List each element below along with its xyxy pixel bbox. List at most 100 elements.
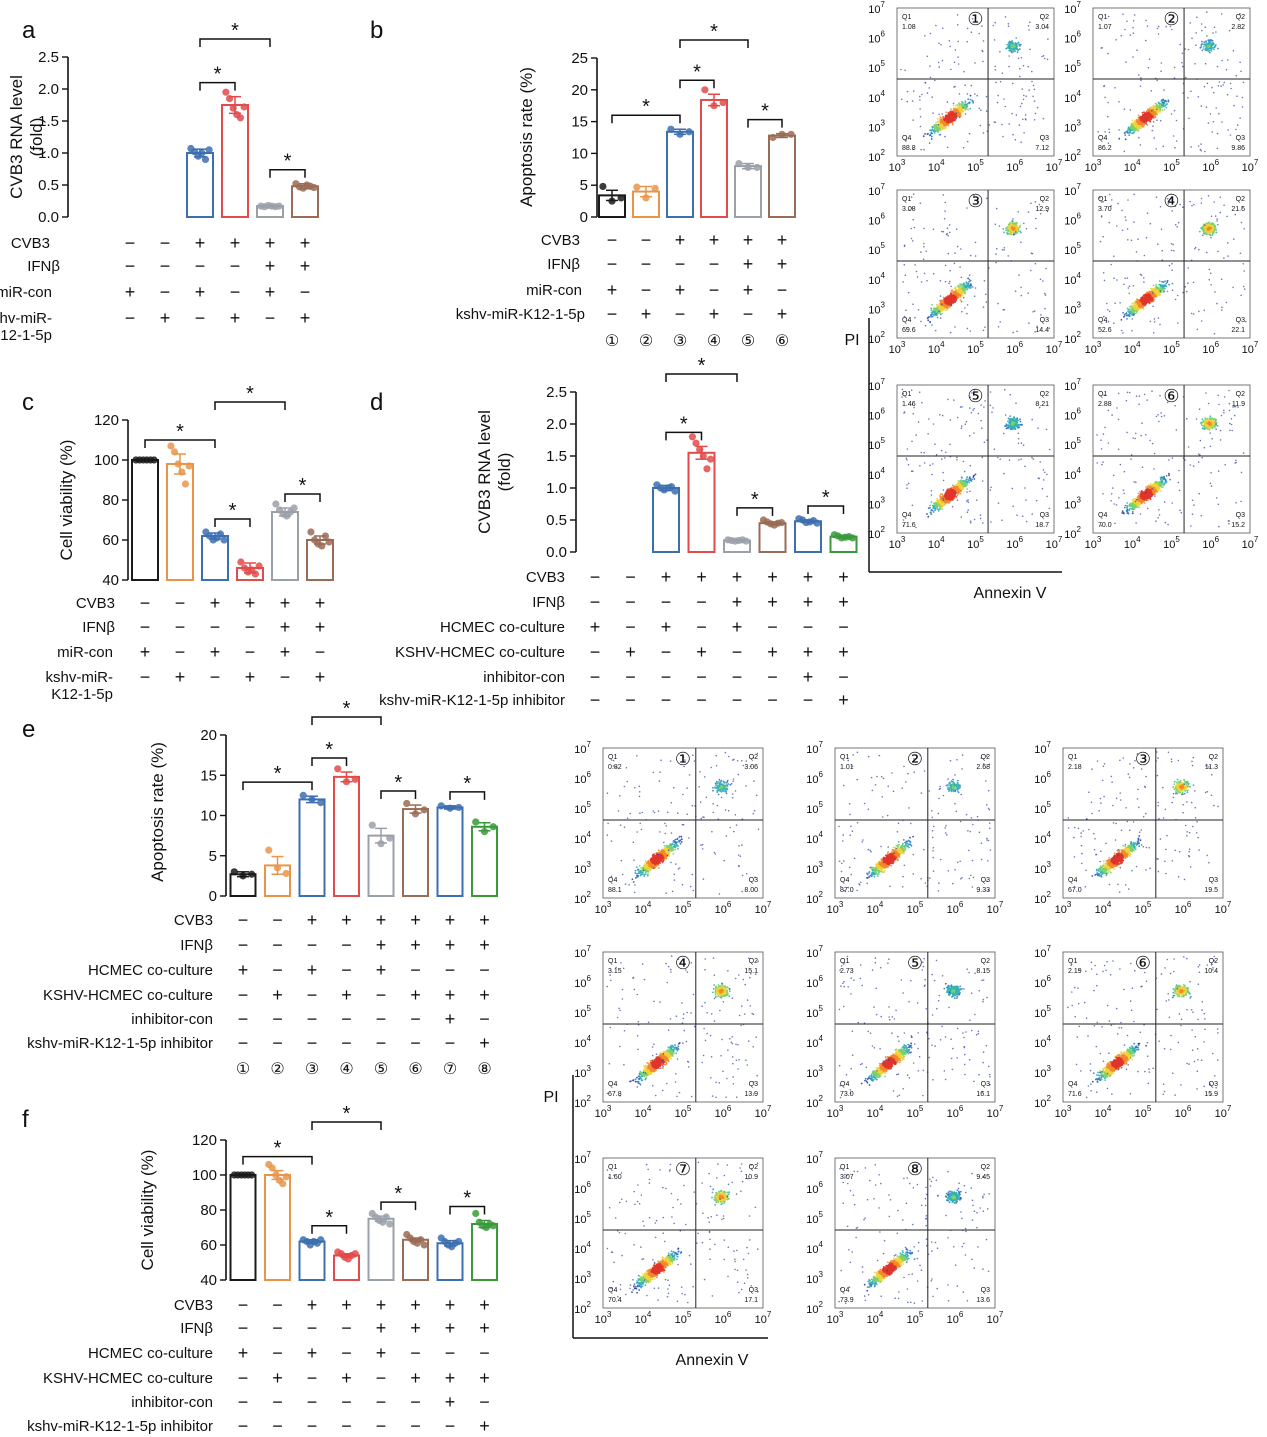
cell-event <box>941 128 944 131</box>
group-number: ⑤ <box>374 1061 388 1078</box>
condition-mark: + <box>238 960 249 980</box>
cell-event <box>944 296 947 299</box>
condition-label-f: inhibitor-con <box>131 1394 213 1411</box>
cell-event <box>1008 123 1010 125</box>
condition-mark: − <box>607 254 618 274</box>
cell-event <box>906 90 909 93</box>
quadrant-value-q3: 9.86 <box>1231 145 1245 152</box>
data-point <box>744 163 752 171</box>
x-tick-label: 103 <box>889 158 906 174</box>
cell-event <box>946 227 949 230</box>
cell-event <box>974 93 976 95</box>
cell-event <box>943 217 946 220</box>
cell-event <box>1164 104 1166 107</box>
y-axis-label-a: CVB3 RNA level(fold) <box>7 75 46 199</box>
data-point <box>150 456 158 464</box>
condition-label-d: kshv-miR-K12-1-5p inhibitor <box>379 692 565 709</box>
cell-event <box>993 39 996 41</box>
condition-mark: + <box>376 1343 387 1363</box>
condition-label-f: HCMEC co-culture <box>88 1345 213 1362</box>
cell-event <box>1118 129 1120 131</box>
significance-bracket <box>214 518 251 527</box>
cell-event <box>982 40 985 42</box>
cell-event <box>941 113 944 115</box>
significance-bracket <box>144 439 216 448</box>
group-number: ⑥ <box>408 1061 422 1078</box>
cell-event <box>964 292 966 295</box>
cell-event <box>970 31 973 33</box>
cell-event <box>1003 249 1005 251</box>
data-point <box>351 1250 359 1258</box>
cell-event <box>933 311 935 314</box>
cell-event <box>1008 225 1011 228</box>
x-tick-label: 104 <box>928 340 945 356</box>
cell-event <box>1044 307 1046 310</box>
condition-mark: + <box>479 985 490 1005</box>
cell-event <box>961 310 963 313</box>
cell-event <box>1173 109 1176 112</box>
cell-event <box>933 126 936 129</box>
condition-mark: − <box>410 1392 421 1412</box>
cell-event <box>976 94 978 97</box>
cell-event <box>949 115 952 118</box>
cell-event <box>972 101 974 104</box>
cell-event <box>954 252 956 254</box>
condition-mark: − <box>376 1416 387 1436</box>
condition-label-c: CVB3 <box>76 595 115 612</box>
condition-mark: + <box>300 308 311 328</box>
cell-event <box>920 320 922 323</box>
cell-event <box>995 253 997 255</box>
cell-event <box>973 295 976 298</box>
cell-event <box>1160 62 1163 64</box>
cell-event <box>931 96 933 98</box>
cell-event <box>982 329 985 332</box>
condition-mark: + <box>709 304 720 324</box>
data-point <box>317 799 325 807</box>
cell-event <box>953 61 956 64</box>
cell-event <box>978 32 980 35</box>
significance-asterisk: * <box>229 500 237 522</box>
condition-mark: − <box>175 642 186 662</box>
cell-event <box>1140 124 1143 126</box>
cell-event <box>1013 49 1016 52</box>
bar-d-3 <box>652 487 680 553</box>
cell-event <box>1133 127 1135 130</box>
condition-mark: − <box>376 1009 387 1029</box>
cell-event <box>944 307 947 310</box>
significance-bracket <box>242 1155 313 1165</box>
cell-event <box>1158 102 1161 105</box>
y-tick-label: 103 <box>868 300 885 316</box>
quadrant-name: Q3 <box>1040 135 1049 142</box>
cell-event <box>1204 150 1206 153</box>
cell-event <box>1030 252 1033 255</box>
cell-event <box>947 124 950 127</box>
y-tick-label: 103 <box>868 118 885 134</box>
cell-event <box>1200 143 1202 145</box>
y-tick-label: 107 <box>868 0 885 16</box>
cell-event <box>947 119 949 122</box>
cell-event <box>1190 146 1192 148</box>
cell-event <box>1023 94 1025 97</box>
cell-event <box>951 123 954 126</box>
panel-label-e: e <box>22 716 35 743</box>
condition-label-e: HCMEC co-culture <box>88 962 213 979</box>
cell-event <box>985 301 988 303</box>
cell-event <box>965 104 968 107</box>
cell-event <box>1033 88 1036 91</box>
cell-event <box>1122 13 1124 15</box>
cell-event <box>1225 68 1228 71</box>
data-point <box>403 799 411 808</box>
y-tick-label: 103 <box>1064 118 1081 134</box>
data-point <box>178 468 186 476</box>
bar-a-4 <box>221 104 249 218</box>
cell-event <box>912 193 915 195</box>
condition-label-f: CVB3 <box>174 1297 213 1314</box>
significance-asterisk: * <box>693 61 701 83</box>
significance-bracket <box>311 1225 348 1234</box>
cell-event <box>934 313 937 316</box>
cell-event <box>1195 32 1197 34</box>
cell-event <box>1148 113 1151 116</box>
cell-event <box>940 123 943 125</box>
data-point <box>696 446 704 454</box>
condition-mark: − <box>210 667 221 687</box>
